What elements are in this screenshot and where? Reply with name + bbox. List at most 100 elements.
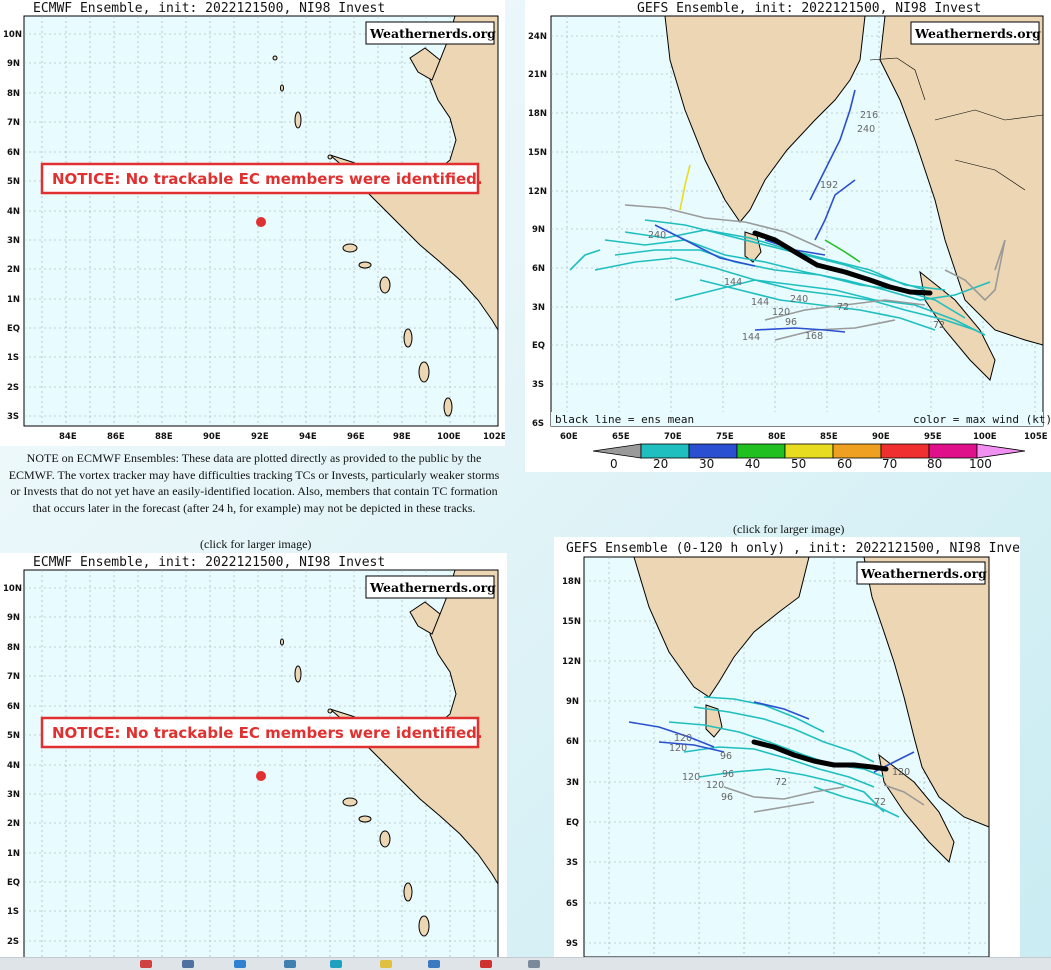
svg-text:85E: 85E	[820, 432, 838, 442]
svg-text:3S: 3S	[532, 380, 544, 390]
svg-text:144: 144	[751, 297, 769, 308]
svg-text:6S: 6S	[566, 899, 578, 909]
app-icon[interactable]	[330, 960, 342, 968]
svg-text:95E: 95E	[924, 432, 942, 442]
svg-text:EQ: EQ	[7, 324, 20, 334]
map-title: GEFS Ensemble, init: 2022121500, NI98 In…	[637, 1, 981, 16]
islands	[272, 55, 453, 417]
svg-text:98E: 98E	[393, 432, 411, 442]
svg-text:96: 96	[785, 317, 797, 328]
colorbar-segment	[880, 443, 930, 459]
svg-text:12N: 12N	[528, 187, 547, 197]
svg-text:75E: 75E	[716, 432, 734, 442]
svg-text:3S: 3S	[7, 412, 19, 422]
svg-text:80: 80	[927, 457, 942, 471]
svg-text:9N: 9N	[7, 613, 20, 623]
app-icon[interactable]	[428, 960, 440, 968]
svg-text:120: 120	[682, 772, 700, 783]
app-icon[interactable]	[480, 960, 492, 968]
watermark: Weathernerds.org	[860, 566, 987, 581]
ensemble-tracks	[628, 696, 925, 818]
app-icon[interactable]	[182, 960, 194, 968]
svg-text:18N: 18N	[528, 109, 547, 119]
invest-position-marker	[256, 217, 266, 227]
watermark: Weathernerds.org	[369, 26, 496, 41]
svg-text:2N: 2N	[7, 819, 20, 829]
wind-colorbar	[592, 443, 1026, 459]
svg-text:72: 72	[775, 777, 787, 788]
ecmwf-note: NOTE on ECMWF Ensembles: These data are …	[8, 451, 500, 515]
svg-text:1N: 1N	[7, 295, 20, 305]
svg-text:144: 144	[724, 277, 742, 288]
svg-text:8N: 8N	[7, 643, 20, 653]
colorbar-labels: 0 20 30 40 50 60 70 80 100	[610, 457, 992, 471]
ecmwf-ensemble-map-top[interactable]: ECMWF Ensemble, init: 2022121500, NI98 I…	[0, 0, 505, 446]
app-icon[interactable]	[140, 960, 152, 968]
svg-text:3N: 3N	[532, 303, 545, 313]
svg-text:3N: 3N	[7, 790, 20, 800]
svg-text:18N: 18N	[562, 577, 581, 587]
svg-text:60: 60	[837, 457, 852, 471]
svg-text:240: 240	[857, 124, 875, 135]
map-title: GEFS Ensemble (0-120 h only) , init: 202…	[566, 541, 1020, 556]
svg-text:2N: 2N	[7, 265, 20, 275]
svg-text:240: 240	[790, 294, 808, 305]
svg-text:8N: 8N	[7, 89, 20, 99]
svg-text:9S: 9S	[566, 939, 578, 949]
svg-text:90E: 90E	[203, 432, 221, 442]
app-icon[interactable]	[234, 960, 246, 968]
svg-text:100E: 100E	[437, 432, 461, 442]
land-india	[664, 15, 866, 223]
app-icon[interactable]	[528, 960, 540, 968]
gefs-ensemble-map-top[interactable]: GEFS Ensemble, init: 2022121500, NI98 In…	[525, 0, 1051, 472]
svg-text:100E: 100E	[973, 432, 997, 442]
lat-labels: 10N 9N 8N 7N 6N 5N 4N 3N 2N 1N EQ 1S 2S	[3, 584, 22, 947]
svg-text:6N: 6N	[7, 702, 20, 712]
watermark: Weathernerds.org	[914, 26, 1041, 41]
colorbar-segment	[976, 443, 1026, 459]
svg-text:40: 40	[745, 457, 760, 471]
svg-text:EQ: EQ	[566, 818, 579, 828]
colorbar-segment	[736, 443, 786, 459]
ecmwf-ensemble-map-bottom[interactable]: ECMWF Ensemble, init: 2022121500, NI98 I…	[0, 553, 507, 957]
forecast-hour-labels: 240 216 240 144 120 96 168 144 144 72 72…	[648, 110, 945, 343]
svg-text:216: 216	[860, 110, 878, 121]
forecast-hour-labels: 120 120 96 96 120 120 96 72 72 120	[669, 733, 910, 808]
click-for-larger-image-link-2[interactable]: (click for larger image)	[733, 522, 845, 536]
svg-text:240: 240	[648, 230, 666, 241]
lon-labels: 84E 86E 88E 90E 92E 94E 96E 98E 100E 102…	[59, 432, 505, 442]
svg-text:2S: 2S	[7, 383, 19, 393]
svg-text:144: 144	[742, 332, 760, 343]
gefs-ensemble-map-bottom[interactable]: GEFS Ensemble (0-120 h only) , init: 202…	[554, 537, 1020, 957]
svg-text:21N: 21N	[528, 70, 547, 80]
svg-text:86E: 86E	[107, 432, 125, 442]
svg-text:3N: 3N	[566, 778, 579, 788]
svg-text:5N: 5N	[7, 731, 20, 741]
svg-text:120: 120	[772, 307, 790, 318]
svg-text:6N: 6N	[532, 264, 545, 274]
notice-message: NOTICE: No trackable EC members were ide…	[52, 170, 483, 188]
colorbar-segment	[688, 443, 738, 459]
svg-text:88E: 88E	[155, 432, 173, 442]
svg-text:120: 120	[892, 767, 910, 778]
svg-text:92E: 92E	[251, 432, 269, 442]
app-icon[interactable]	[380, 960, 392, 968]
svg-text:168: 168	[805, 331, 823, 342]
svg-text:6N: 6N	[7, 148, 20, 158]
svg-text:6S: 6S	[532, 419, 544, 429]
svg-text:94E: 94E	[299, 432, 317, 442]
svg-text:9N: 9N	[566, 697, 579, 707]
app-icon[interactable]	[284, 960, 296, 968]
click-for-larger-image-link-1[interactable]: (click for larger image)	[200, 537, 312, 551]
svg-text:15N: 15N	[562, 617, 581, 627]
svg-text:96: 96	[720, 751, 732, 762]
svg-text:65E: 65E	[612, 432, 630, 442]
svg-text:EQ: EQ	[7, 878, 20, 888]
islands	[280, 638, 430, 937]
svg-text:3N: 3N	[7, 236, 20, 246]
colorbar-segment	[640, 443, 690, 459]
svg-text:1S: 1S	[7, 353, 19, 363]
svg-text:84E: 84E	[59, 432, 77, 442]
lon-labels: 60E 65E 70E 75E 80E 85E 90E 95E 100E 105…	[560, 432, 1048, 442]
svg-text:3S: 3S	[566, 858, 578, 868]
